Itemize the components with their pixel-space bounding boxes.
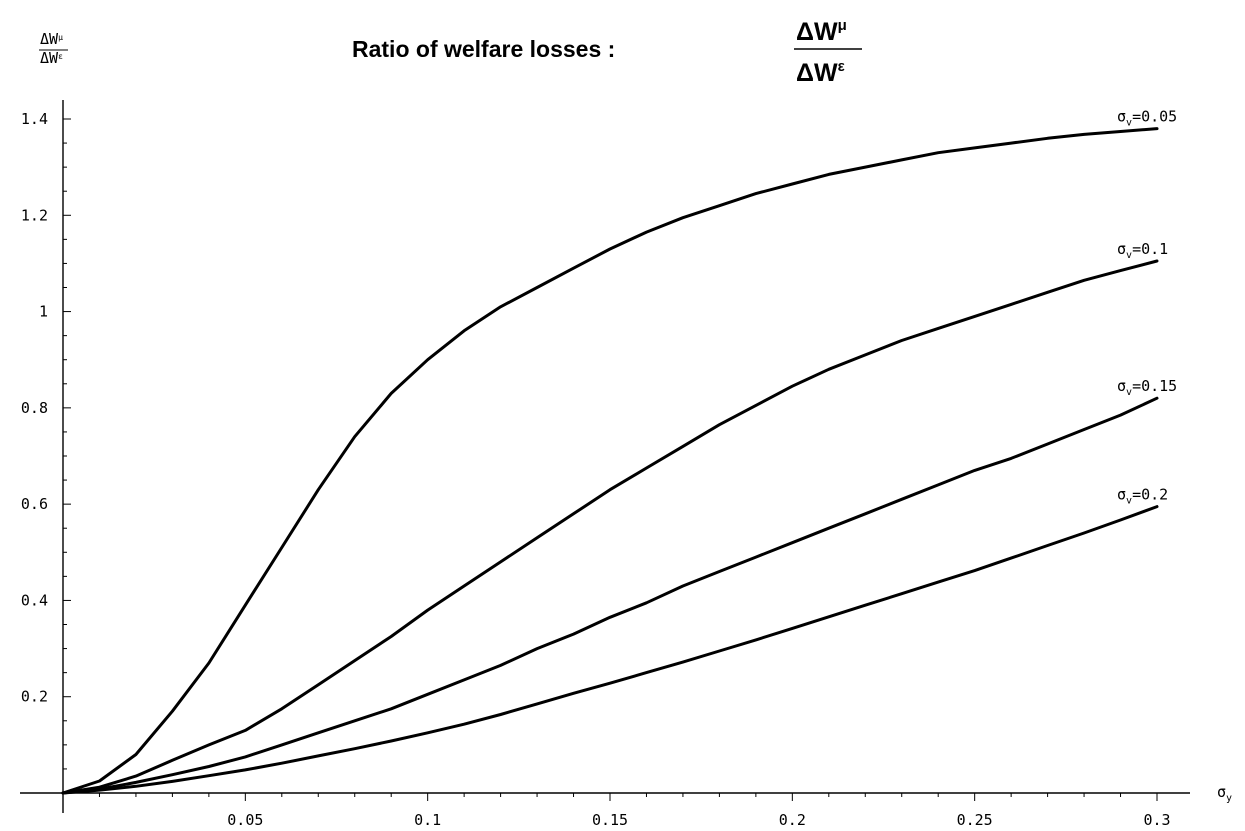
title-denominator: ΔWε (796, 58, 845, 87)
series-line-1 (63, 129, 1157, 793)
title-prefix: Ratio of welfare losses : (352, 36, 615, 62)
series-label-2: σv=0.1 (1117, 240, 1168, 261)
chart-title: Ratio of welfare losses : ΔWμ ΔWε (352, 17, 862, 87)
series-label-1: σv=0.05 (1117, 108, 1177, 129)
x-tick-label: 0.05 (227, 811, 263, 829)
y-tick-label: 1.4 (21, 110, 48, 128)
y-tick-label: 0.8 (21, 399, 48, 417)
y-axis-label: ΔWμ ΔWε (39, 30, 68, 67)
ylabel-numerator: ΔWμ (40, 30, 63, 48)
y-tick-label: 1.2 (21, 206, 48, 224)
y-tick-label: 0.4 (21, 591, 48, 609)
x-tick-label: 0.25 (957, 811, 993, 829)
series-label-3: σv=0.15 (1117, 377, 1177, 398)
x-tick-label: 0.15 (592, 811, 628, 829)
series-line-2 (63, 261, 1157, 793)
series-line-3 (63, 398, 1157, 793)
x-axis-label: σy (1217, 783, 1232, 804)
series-group (63, 129, 1157, 793)
series-line-4 (63, 507, 1157, 793)
y-tick-label: 0.6 (21, 495, 48, 513)
y-tick-label: 1 (39, 303, 48, 321)
x-tick-label: 0.1 (414, 811, 441, 829)
series-labels: σv=0.05 σv=0.1 σv=0.15 σv=0.2 (1117, 108, 1177, 507)
y-tick-label: 0.2 (21, 688, 48, 706)
title-numerator: ΔWμ (796, 17, 847, 46)
series-label-4: σv=0.2 (1117, 486, 1168, 507)
x-tick-label: 0.2 (779, 811, 806, 829)
x-tick-label: 0.3 (1143, 811, 1170, 829)
ylabel-denominator: ΔWε (40, 49, 63, 67)
x-ticks: 0.05 0.1 0.15 0.2 0.25 0.3 (63, 793, 1171, 829)
